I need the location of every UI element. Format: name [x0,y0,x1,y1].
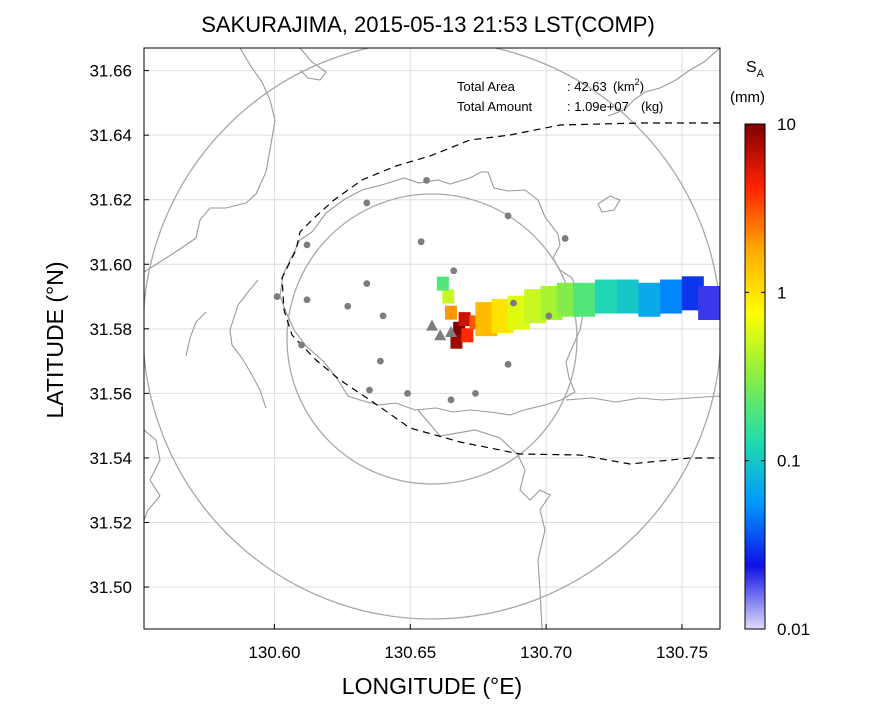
x-tick-label: 130.70 [520,643,572,662]
colorbar-label-main: S [746,59,757,76]
colorbar-label-sub: A [757,68,765,80]
x-tick-label: 130.60 [248,643,300,662]
station-marker [303,241,311,249]
vent-marker [445,326,458,338]
plot-frame [143,47,721,630]
range-ring-outer [144,48,720,620]
coastline-northwest [299,48,327,81]
plume-cell [461,328,474,343]
total-area-unit-pre: (km [613,79,635,94]
total-area-unit-post: ) [640,79,644,94]
total-amount-label: Total Amount [457,99,533,114]
colorbar-tick-label: 0.1 [777,452,801,471]
colorbar-tick-label: 1 [777,283,786,302]
y-tick-label: 31.66 [89,62,132,81]
y-tick-label: 31.60 [89,255,132,274]
coastline-east-2 [597,195,621,213]
coastline-sakurajima [279,171,585,416]
y-tick-label: 31.64 [89,126,132,145]
y-axis-ticks: 31.50 31.52 31.54 31.56 31.58 31.60 31.62 31.64… [89,62,149,597]
station-marker [366,386,373,394]
y-tick-label: 31.58 [89,320,132,339]
y-tick-label: 31.52 [89,513,132,532]
total-amount-value: : 1.09e+07 [567,99,629,114]
plume-cell [436,276,449,291]
colorbar-unit: (mm) [730,89,765,106]
plume-cell [442,289,455,304]
range-ring-inner [286,193,578,485]
colorbar-gradient [744,123,766,630]
x-axis-title: LONGITUDE (°E) [342,673,522,699]
x-axis-ticks: 130.60 130.65 130.70 130.75 [248,624,708,662]
vent-marker [434,329,447,341]
plume-cell [616,279,639,314]
plume-cell [638,282,661,317]
plot-area: 130.60 130.65 130.70 130.75 31.50 31.52 31.54… [89,47,721,662]
station-marker [363,280,371,288]
plume-cell [573,282,596,317]
colorbar-ticks: 10 1 0.1 0.01 [745,115,810,639]
station-marker [379,312,387,320]
station-marker [504,360,512,368]
total-area-label: Total Area [457,79,516,94]
plume-cell [698,285,720,320]
grid [144,48,720,629]
vents [426,319,458,341]
coastline-southwest [144,429,161,521]
station-marker [417,238,425,246]
station-marker [447,396,455,404]
x-tick-label: 130.75 [656,643,708,662]
coastline-map [144,48,720,629]
station-marker [376,357,384,365]
station-marker [510,299,517,307]
colorbar-label: SA [746,59,765,80]
coastline-west-2 [185,311,207,357]
y-tick-label: 31.62 [89,191,132,210]
colorbar: SA (mm) 10 1 0.1 0.01 [730,59,810,639]
coastline-southeast [565,395,720,403]
station-marker [545,312,553,320]
station-marker [273,293,281,300]
station-marker [423,176,430,184]
station-marker [561,235,569,242]
y-tick-label: 31.54 [89,449,132,468]
colorbar-tick-label: 10 [777,115,796,134]
plume-cell [458,312,471,327]
total-amount-unit: (kg) [641,99,663,114]
station-marker [504,212,512,220]
station-marker [472,389,479,397]
stations [273,176,569,404]
plume-cell [660,279,683,314]
y-tick-label: 31.50 [89,578,132,597]
total-area-value: : 42.63 [567,79,607,94]
y-axis-title: LATITUDE (°N) [42,262,68,419]
range-rings [144,48,720,620]
coastline-east [607,48,720,117]
boundary-line [281,122,720,465]
station-marker [363,199,371,207]
annotation-box: Total Area : 42.63 (km2) Total Amount : … [457,77,663,114]
boundary-line-dashed [281,122,720,465]
x-tick-label: 130.65 [384,643,436,662]
coastline-west [229,279,267,409]
vent-marker [426,319,438,331]
station-marker [450,267,458,275]
plume-cell [450,334,463,349]
chart-title: SAKURAJIMA, 2015-05-13 21:53 LST(COMP) [201,12,655,37]
station-marker [298,341,305,349]
plume-cell [594,279,617,314]
coastline-south [417,409,551,629]
station-marker [303,296,311,304]
y-tick-label: 31.56 [89,384,132,403]
total-area-unit-sup: 2 [635,77,640,87]
station-marker [344,302,352,310]
station-marker [404,389,411,397]
coastline-north [144,48,276,273]
ash-plume [436,276,720,349]
plume-cell [445,305,458,320]
colorbar-tick-label: 0.01 [777,620,810,639]
total-area-unit: (km2) [613,77,644,94]
